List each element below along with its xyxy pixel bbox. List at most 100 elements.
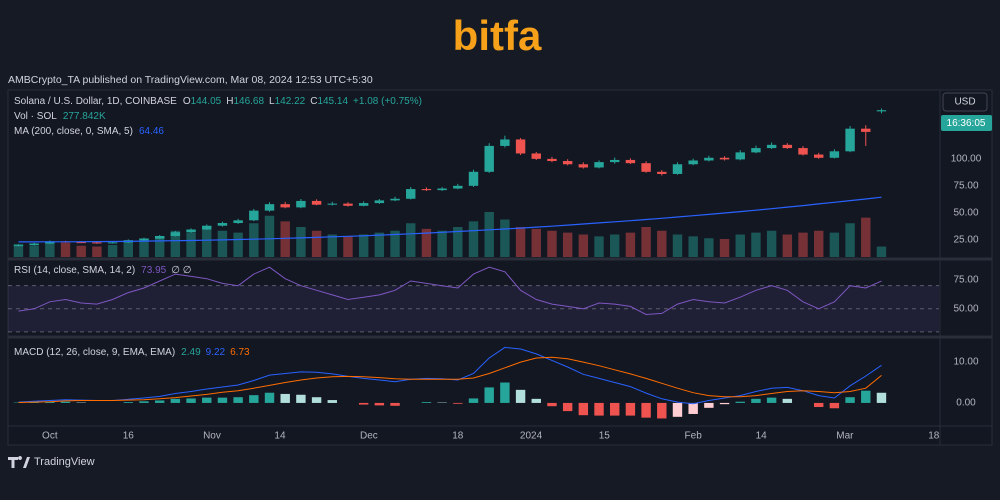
volume-bar (280, 221, 290, 257)
volume-bar (500, 219, 510, 257)
histogram-bar (751, 398, 761, 403)
volume-bar (766, 230, 777, 257)
y-tick-label: 75.00 (953, 275, 978, 286)
ohlc-letter: O (183, 96, 191, 107)
volume-bar (343, 236, 353, 257)
plot-area: Oct 16 Nov 14 Dec 18 2024 15 Feb 14 Mar 18 25.00 50.0… (8, 108, 982, 442)
candle-body (264, 204, 275, 211)
candle-body (13, 245, 24, 247)
histogram-bar (704, 402, 714, 408)
x-tick-label: 14 (756, 431, 768, 442)
volume-bar (139, 238, 149, 257)
rsi-extra: ∅ ∅ (171, 265, 191, 276)
volume-bar (170, 230, 181, 257)
histogram-bar (264, 392, 275, 403)
candle-body (437, 188, 447, 191)
candle-body (45, 241, 55, 244)
histogram-bar (139, 401, 149, 403)
x-tick-label: Oct (42, 431, 58, 442)
ohlc-letter: H (226, 96, 233, 107)
candle-body (782, 144, 793, 149)
publisher: AMBCrypto_TA published on TradingView.co… (8, 74, 373, 86)
histogram-bar (453, 402, 463, 404)
y-tick-label: 10.00 (953, 357, 978, 368)
macd-legend: MACD (12, 26, close, 9, EMA, EMA) 2.49 9.2… (14, 347, 250, 358)
candle-body (468, 171, 479, 186)
histogram-bar (280, 393, 290, 403)
candle-body (453, 185, 463, 189)
volume-bar (45, 241, 55, 257)
volume-bar (29, 245, 39, 257)
histogram-bar (45, 401, 55, 403)
histogram-bar (578, 402, 589, 416)
volume-bar (672, 234, 683, 257)
rsi-legend: RSI (14, close, SMA, 14, 2) 73.95 ∅ ∅ (14, 265, 191, 276)
histogram-bar (641, 402, 651, 418)
volume-bar (327, 234, 337, 257)
histogram-bar (311, 397, 322, 403)
tradingview-icon (8, 456, 30, 468)
histogram-bar (829, 402, 840, 409)
rsi-line (18, 266, 882, 316)
volume-bar (719, 239, 730, 257)
candle-body (217, 223, 228, 226)
candle-body (547, 158, 557, 162)
volume-bar (358, 234, 369, 257)
histogram-bar (735, 401, 745, 403)
histogram-bar (468, 398, 479, 403)
histogram-bar (202, 397, 212, 403)
candle-body (186, 229, 196, 233)
close-value: 145.14 (317, 96, 348, 107)
x-tick-label: 16 (123, 431, 135, 442)
histogram-bar (766, 397, 777, 403)
currency[interactable]: USD (954, 97, 975, 108)
candle-body (374, 200, 385, 204)
candle-body (421, 189, 432, 191)
y-tick-label: 50.00 (953, 303, 978, 314)
volume-bar (92, 246, 102, 257)
volume-bar (813, 230, 824, 257)
candle-body (76, 242, 86, 244)
candle-body (327, 203, 337, 205)
candle-body (343, 203, 353, 206)
volume-bar (578, 234, 589, 257)
candle-body (766, 144, 777, 149)
logo: bitfa (453, 12, 542, 59)
histogram-bar (562, 402, 573, 412)
volume-bar (688, 236, 698, 257)
volume-bar (311, 230, 322, 257)
histogram-bar (327, 400, 337, 403)
x-tick-label: 14 (274, 431, 286, 442)
histogram-bar (625, 402, 636, 416)
x-tick-label: Nov (203, 431, 221, 442)
ma-name: MA (200, close, 0, SMA, 5) (14, 126, 133, 137)
histogram-bar (813, 402, 824, 408)
candle-body (657, 171, 667, 174)
candle-body (170, 232, 181, 236)
volume-bar (876, 246, 887, 257)
volume-bar (76, 245, 86, 257)
volume-bar (249, 223, 259, 257)
volume-bar (594, 236, 604, 257)
y-tick-label: 25.00 (953, 234, 978, 245)
ohlc-letter: L (269, 96, 275, 107)
histogram-bar (170, 398, 181, 403)
chart-frame (7, 89, 993, 446)
histogram-bar (515, 389, 526, 403)
volume-value: 277.842K (63, 111, 106, 122)
histogram-bar (861, 390, 871, 403)
histogram-bar (217, 397, 228, 403)
currency-button[interactable] (942, 92, 988, 112)
candle-body (280, 204, 290, 208)
price-legend: Solana / U.S. Dollar, 1D, COINBASE O144.0… (14, 96, 422, 107)
histogram-bar (249, 395, 259, 403)
candle-body (29, 243, 39, 246)
footer-brand: TradingView (34, 456, 95, 468)
histogram-bar (547, 402, 557, 407)
candle-body (845, 128, 855, 152)
volume-bar (735, 234, 745, 257)
candle-body (641, 163, 651, 172)
ma-legend: MA (200, close, 0, SMA, 5) 64.46 (14, 126, 164, 137)
volume-bar (484, 212, 494, 257)
